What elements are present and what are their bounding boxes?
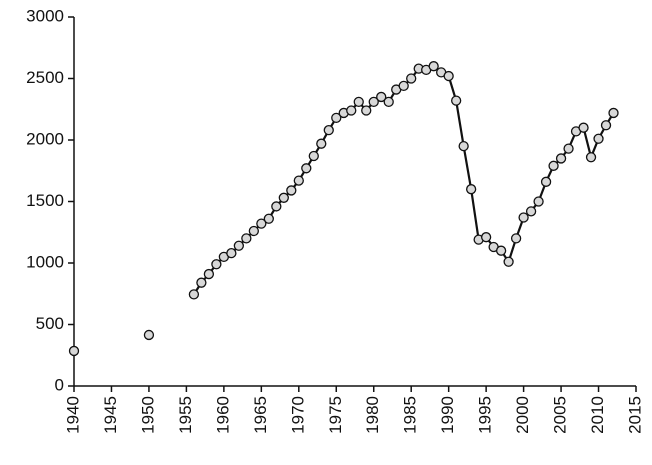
data-point [241, 233, 252, 244]
data-point [361, 105, 372, 116]
x-tick-label: 1940 [63, 396, 82, 434]
data-point [555, 153, 567, 164]
data-point [548, 160, 559, 171]
x-tick-label: 1960 [213, 396, 232, 434]
data-point [256, 218, 267, 229]
data-point [68, 345, 80, 357]
data-point [503, 256, 514, 267]
data-point [203, 268, 215, 280]
y-tick-label: 0 [55, 375, 64, 394]
y-tick-label: 3000 [26, 6, 64, 25]
data-point [233, 240, 245, 251]
data-point [211, 259, 222, 270]
data-point [308, 150, 319, 162]
data-point [346, 105, 357, 116]
data-point [323, 125, 334, 136]
data-point [383, 96, 394, 108]
data-point [263, 213, 274, 224]
data-point [406, 73, 417, 84]
y-tick-label: 1500 [26, 191, 64, 210]
data-point [353, 96, 364, 108]
x-tick-label: 1945 [101, 396, 120, 434]
x-tick-label: 1990 [438, 396, 457, 434]
data-point [518, 212, 529, 223]
data-point [368, 96, 379, 108]
data-point [376, 91, 387, 103]
x-tick-label: 1965 [251, 396, 270, 434]
x-tick-label: 1995 [476, 396, 495, 434]
data-point [248, 225, 259, 237]
x-tick-label: 2010 [588, 396, 607, 434]
data-point [278, 192, 289, 203]
x-tick-label: 1950 [138, 396, 157, 434]
data-point [608, 107, 619, 119]
data-point [398, 80, 409, 92]
data-point [271, 201, 282, 212]
x-tick-label: 1980 [363, 396, 382, 434]
data-point [600, 120, 612, 131]
data-point [458, 140, 469, 152]
data-point [143, 329, 155, 341]
data-point [316, 138, 327, 149]
data-point [428, 61, 439, 72]
data-point [533, 196, 544, 207]
x-tick-label: 1985 [401, 396, 420, 434]
data-point [578, 122, 589, 133]
x-tick-label: 2005 [551, 396, 570, 434]
data-point [540, 176, 552, 187]
data-point [226, 248, 237, 259]
x-tick-label: 1955 [176, 396, 195, 434]
data-point [593, 133, 604, 144]
data-point [451, 95, 462, 106]
x-tick-label: 2015 [625, 396, 644, 434]
y-tick-label: 2500 [26, 68, 64, 87]
x-tick-label: 2000 [513, 396, 532, 434]
data-point [563, 143, 574, 154]
data-point [331, 112, 342, 124]
y-tick-label: 500 [36, 314, 64, 333]
y-tick-label: 2000 [26, 129, 64, 148]
y-tick-label: 1000 [26, 252, 64, 271]
data-point [495, 245, 507, 256]
x-tick-label: 1975 [326, 396, 345, 434]
data-point [286, 185, 297, 196]
data-point [480, 232, 492, 243]
data-point [188, 289, 200, 300]
data-point [293, 175, 304, 186]
data-point [465, 184, 477, 195]
data-point [196, 277, 207, 288]
x-tick-label: 1970 [288, 396, 307, 434]
data-point [510, 233, 522, 244]
data-point [443, 70, 454, 82]
data-point [585, 152, 597, 163]
data-point [525, 206, 537, 217]
data-point [301, 163, 312, 174]
